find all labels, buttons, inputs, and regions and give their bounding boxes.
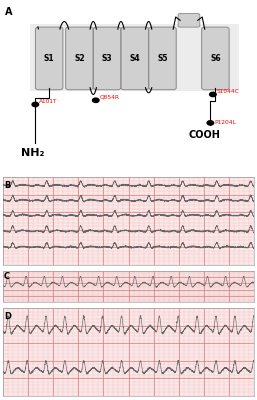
- FancyBboxPatch shape: [66, 27, 93, 90]
- Bar: [30, 24, 239, 91]
- FancyBboxPatch shape: [35, 27, 63, 90]
- Text: S2: S2: [74, 54, 85, 63]
- Circle shape: [32, 102, 39, 107]
- Text: S1044C: S1044C: [217, 88, 240, 94]
- Text: NH₂: NH₂: [21, 148, 44, 158]
- Circle shape: [207, 121, 214, 125]
- Text: Q854R: Q854R: [99, 94, 120, 100]
- Text: A: A: [5, 6, 13, 16]
- FancyBboxPatch shape: [93, 27, 121, 90]
- Circle shape: [93, 98, 99, 102]
- Text: D: D: [4, 312, 11, 320]
- FancyBboxPatch shape: [202, 27, 229, 90]
- Text: S5: S5: [157, 54, 168, 63]
- Text: C: C: [4, 272, 10, 281]
- FancyBboxPatch shape: [178, 14, 200, 27]
- FancyBboxPatch shape: [149, 27, 176, 90]
- Text: P1204L: P1204L: [214, 120, 236, 125]
- FancyBboxPatch shape: [121, 27, 149, 90]
- Text: S1: S1: [44, 54, 54, 63]
- Text: S6: S6: [210, 54, 221, 63]
- Text: S4: S4: [130, 54, 140, 63]
- Circle shape: [210, 92, 216, 97]
- Text: B: B: [4, 181, 10, 190]
- Text: A101T: A101T: [39, 99, 58, 104]
- Text: S3: S3: [102, 54, 112, 63]
- Text: COOH: COOH: [188, 130, 220, 140]
